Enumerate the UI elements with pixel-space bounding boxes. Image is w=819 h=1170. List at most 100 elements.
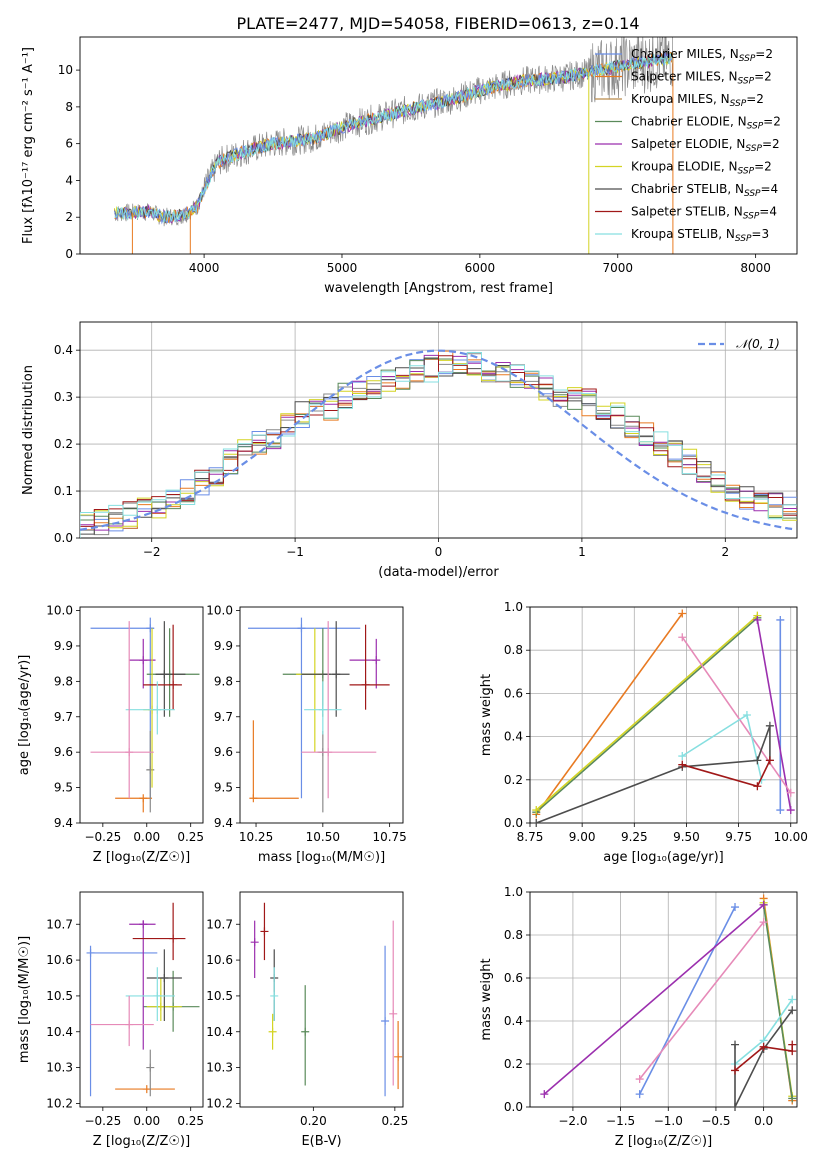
x-tick-label: 0.25 bbox=[381, 1114, 408, 1128]
y-tick-label: 10.2 bbox=[46, 1096, 73, 1110]
x-tick-label: −0.25 bbox=[84, 1114, 121, 1128]
y-tick-label: 9.5 bbox=[214, 781, 233, 795]
normal-curve bbox=[80, 349, 795, 531]
y-tick-label: 0.8 bbox=[504, 928, 523, 942]
weight-line-chabrier_elodie bbox=[535, 617, 758, 813]
residual-histogram-panel: −2 −1 0 1 2 0.0 0.1 0.2 0.3 0.4 (data-model)/error… bbox=[21, 321, 798, 580]
weight-line-chabrier_miles bbox=[638, 906, 736, 1095]
weight-line-chabrier_stelib bbox=[536, 725, 771, 824]
x-tick-label: 0.00 bbox=[133, 830, 160, 844]
data-point bbox=[318, 705, 327, 714]
x-tick-label: 0.0 bbox=[754, 1114, 773, 1128]
y-tick-label: 0.4 bbox=[54, 343, 73, 357]
x-axis-label: Z [log₁₀(Z/Z☉)] bbox=[615, 1134, 712, 1149]
weight-point bbox=[776, 806, 785, 815]
y-tick-label: 0.4 bbox=[504, 1014, 523, 1028]
data-point bbox=[125, 748, 134, 757]
weight-point bbox=[731, 903, 740, 912]
weight-point bbox=[765, 756, 774, 765]
data-point bbox=[372, 656, 381, 665]
y-tick-label: 1.0 bbox=[504, 885, 523, 899]
weight-vs-metallicity-panel: −2.0 −1.5 −1.0 −0.5 0.0 0.0 0.2 0.4 0.6 0.8 1.0 Z [… bbox=[479, 885, 798, 1149]
weight-point bbox=[786, 806, 795, 815]
y-tick-label: 10.5 bbox=[46, 989, 73, 1003]
data-point bbox=[146, 624, 155, 633]
weight-line-pink bbox=[681, 636, 792, 794]
y-tick-label: 9.8 bbox=[54, 674, 73, 688]
data-point bbox=[268, 1027, 277, 1036]
y-tick-label: 0 bbox=[65, 247, 73, 261]
y-tick-label: 0.6 bbox=[504, 971, 523, 985]
weight-point bbox=[678, 633, 687, 642]
x-tick-label: 0.00 bbox=[133, 1114, 160, 1128]
y-tick-label: 0.1 bbox=[54, 484, 73, 498]
data-point bbox=[139, 920, 148, 929]
x-tick-label: 10.25 bbox=[239, 830, 273, 844]
legend-label: Chabrier MILES, NSSP=2 bbox=[631, 47, 773, 64]
model-spectrum-kroupa_stelib bbox=[114, 52, 674, 223]
data-point bbox=[156, 1002, 165, 1011]
weight-line-pink bbox=[639, 921, 765, 1080]
data-point bbox=[125, 1020, 134, 1029]
weight-point bbox=[753, 615, 762, 624]
data-point bbox=[249, 794, 258, 803]
weight-point bbox=[759, 900, 768, 909]
y-tick-label: 0.0 bbox=[54, 531, 73, 545]
data-point bbox=[160, 974, 169, 982]
x-axis-label: Z [log₁₀(Z/Z☉)] bbox=[93, 850, 190, 865]
weight-point bbox=[635, 1075, 644, 1084]
data-point bbox=[361, 680, 370, 689]
data-point bbox=[381, 1017, 390, 1025]
y-tick-label: 9.7 bbox=[54, 710, 73, 724]
x-tick-label: −0.25 bbox=[84, 830, 121, 844]
x-tick-label: 4000 bbox=[189, 261, 220, 275]
y-tick-label: 10.3 bbox=[46, 1061, 73, 1075]
y-tick-label: 10.2 bbox=[206, 1096, 233, 1110]
weight-point bbox=[753, 756, 762, 765]
x-tick-label: 0.25 bbox=[177, 830, 204, 844]
y-tick-label: 9.9 bbox=[214, 639, 233, 653]
weight-point bbox=[788, 995, 797, 1004]
y-axis-label: Normed distribution bbox=[21, 365, 36, 495]
y-axis-label: age [log₁₀(age/yr)] bbox=[17, 655, 32, 776]
x-axis-label: mass [log₁₀(M/M☉)] bbox=[258, 850, 385, 865]
x-tick-label: 9.25 bbox=[621, 830, 648, 844]
x-tick-label: 9.75 bbox=[725, 830, 752, 844]
x-tick-label: −1 bbox=[286, 545, 304, 559]
x-axis-label: age [log₁₀(age/yr)] bbox=[603, 850, 724, 865]
x-tick-label: −0.5 bbox=[701, 1114, 730, 1128]
data-point bbox=[324, 748, 333, 757]
weight-point bbox=[759, 1042, 768, 1051]
mass-vs-metallicity-panel: −0.25 0.00 0.25 10.2 10.3 10.4 10.5 10.6 10.7 Z [… bbox=[17, 891, 204, 1149]
data-point bbox=[250, 938, 259, 947]
weight-point bbox=[540, 1090, 549, 1099]
axes-frame bbox=[239, 606, 404, 824]
y-tick-label: 9.4 bbox=[214, 816, 233, 830]
y-tick-label: 0.0 bbox=[504, 816, 523, 830]
y-tick-label: 4 bbox=[65, 173, 73, 187]
y-tick-label: 0.2 bbox=[504, 1057, 523, 1071]
weight-point bbox=[678, 760, 687, 769]
y-axis-label: Flux [fλ10⁻¹⁷ erg cm⁻² s⁻¹ A⁻¹] bbox=[21, 47, 36, 244]
weight-point bbox=[759, 918, 768, 927]
weight-point bbox=[678, 609, 687, 618]
x-tick-label: 0 bbox=[435, 545, 443, 559]
x-tick-label: 10.75 bbox=[372, 830, 406, 844]
x-tick-label: 8000 bbox=[740, 261, 771, 275]
axes-frame bbox=[79, 321, 798, 539]
data-point bbox=[146, 765, 155, 774]
weight-point bbox=[532, 806, 541, 815]
x-tick-label: 10.50 bbox=[306, 830, 340, 844]
x-axis-label: E(B-V) bbox=[301, 1134, 341, 1149]
y-axis-label: mass weight bbox=[479, 958, 494, 1040]
weight-point bbox=[731, 1040, 740, 1049]
y-tick-label: 1.0 bbox=[504, 600, 523, 614]
weight-point bbox=[678, 752, 687, 761]
weight-point bbox=[635, 1090, 644, 1099]
x-tick-label: 10.00 bbox=[774, 830, 808, 844]
axes-frame bbox=[529, 891, 798, 1108]
data-point bbox=[139, 794, 148, 803]
y-tick-label: 0.0 bbox=[504, 1100, 523, 1114]
weight-line-salpeter_miles bbox=[535, 613, 683, 815]
data-point bbox=[169, 680, 178, 689]
